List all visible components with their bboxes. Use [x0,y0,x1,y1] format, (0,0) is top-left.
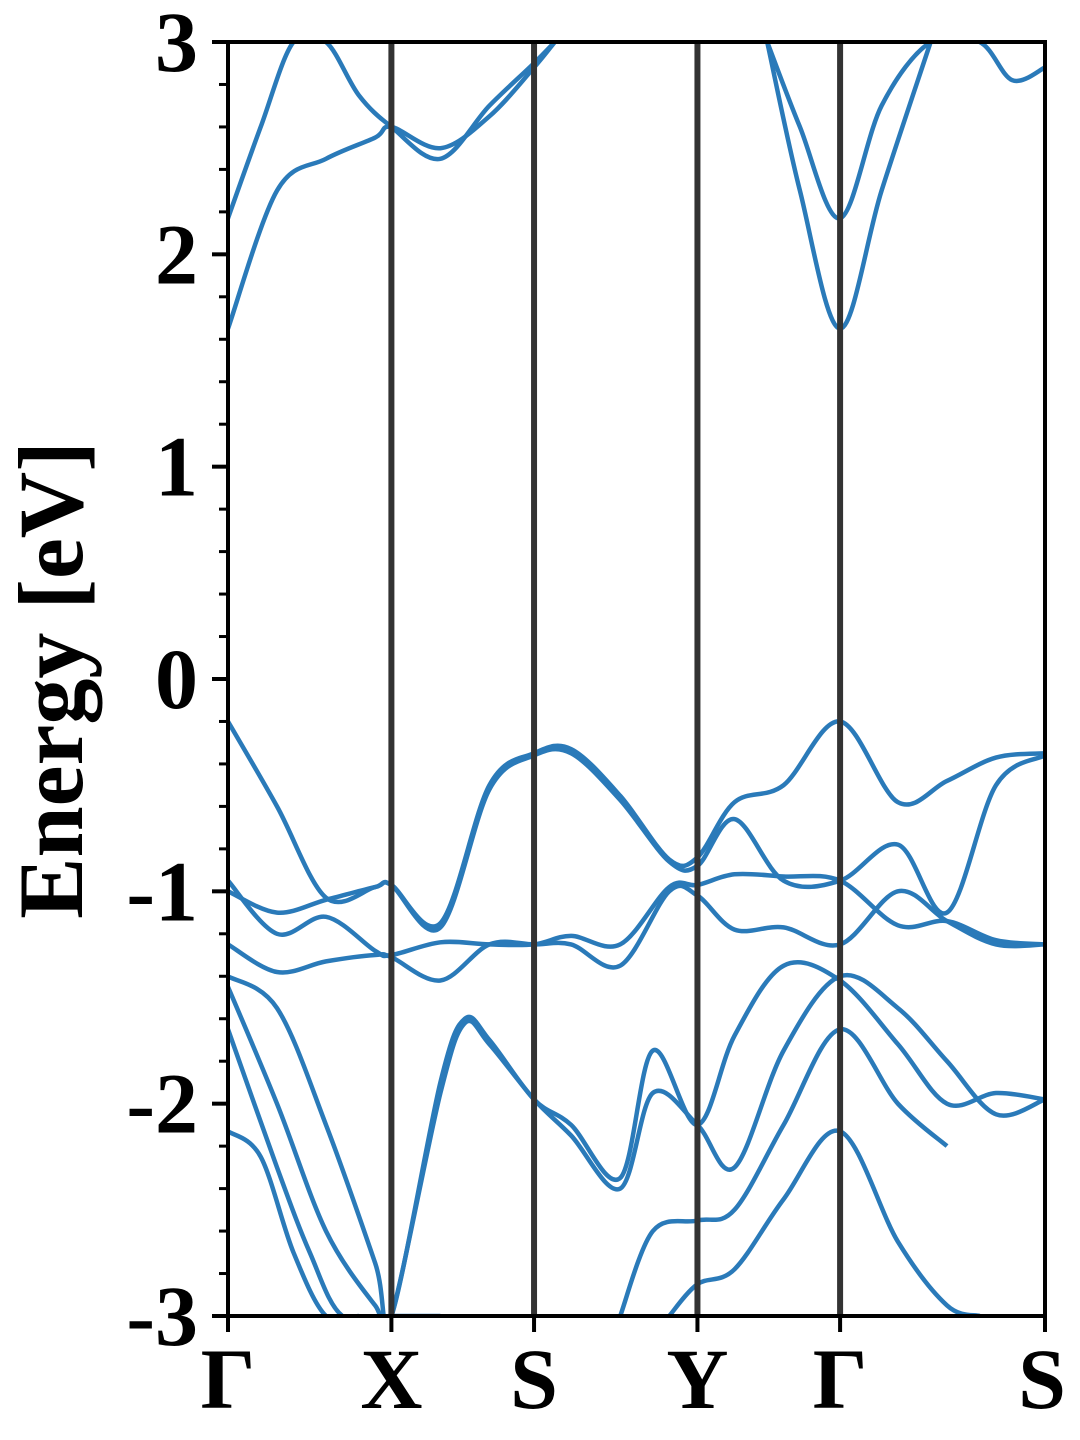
band-line-13 [765,42,933,331]
kpoint-lines [388,42,844,1316]
band-line-11 [228,42,557,330]
x-tick-label-4: Y [666,1331,728,1427]
x-tick-label-2: X [360,1331,422,1427]
band-line-14 [765,42,1045,221]
x-tick-label-5: Γ [813,1331,868,1427]
band-line-5 [228,960,1045,1316]
y-tick-label: 0 [155,631,198,727]
band-line-10 [667,1128,981,1316]
y-axis-ticks: -3 -2 -1 0 1 2 3 [126,0,228,1364]
band-line-9 [228,1129,359,1316]
band-line-6 [228,972,1045,1316]
y-tick-label: -1 [126,843,198,939]
band-line-4 [228,883,1045,983]
band-lines [228,42,1045,1316]
x-tick-label-3: S [510,1331,558,1427]
band-line-3 [228,871,1045,959]
x-tick-label-1: Γ [201,1331,256,1427]
y-tick-label: -3 [126,1268,198,1364]
band-line-7 [228,1028,441,1316]
y-tick-label: 3 [155,0,198,90]
x-tick-label-6: S [1018,1331,1066,1427]
band-line-8 [618,1027,949,1316]
y-axis-label: Energy [eV] [0,441,102,919]
y-tick-label: 1 [155,419,198,515]
band-line-2 [228,746,1045,933]
band-line-12 [228,42,557,219]
y-tick-label: 2 [155,206,198,302]
y-tick-label: -2 [126,1056,198,1152]
